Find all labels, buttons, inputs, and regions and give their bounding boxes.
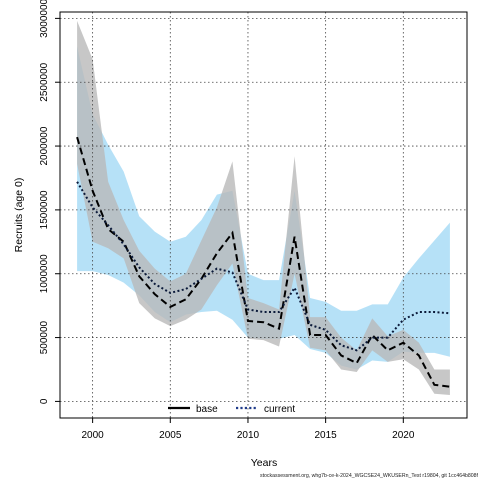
legend-label-base: base [196,404,218,415]
y-tick-label: 0 [39,398,50,404]
y-tick-label: 1500000 [39,190,50,229]
x-axis: 2000 2005 2010 2015 2020 [81,418,415,441]
x-tick-label: 2020 [392,430,415,441]
y-tick-label: 500000 [39,320,50,354]
plot-area [60,12,467,418]
y-tick-label: 2000000 [39,126,50,165]
legend: base current [168,404,295,415]
x-tick-label: 2005 [159,430,182,441]
x-axis-title: Years [251,457,277,469]
x-tick-label: 2010 [237,430,260,441]
series-line-current [76,181,450,352]
legend-label-current: current [264,404,295,415]
y-tick-label: 2500000 [39,62,50,101]
y-axis: 0 500000 1000000 1500000 2000000 2500000 30000… [39,0,60,404]
source-caption: stockassessment.org, whg7b-ce-k-2024_WGC… [260,473,479,479]
x-tick-label: 2015 [315,430,338,441]
x-tick-label: 2000 [81,430,104,441]
y-tick-label: 1000000 [39,254,50,293]
plot-frame [59,11,468,419]
y-axis-title: Recruits (age 0) [13,178,25,253]
y-tick-label: 3000000 [39,0,50,38]
series-line-base [76,136,451,388]
